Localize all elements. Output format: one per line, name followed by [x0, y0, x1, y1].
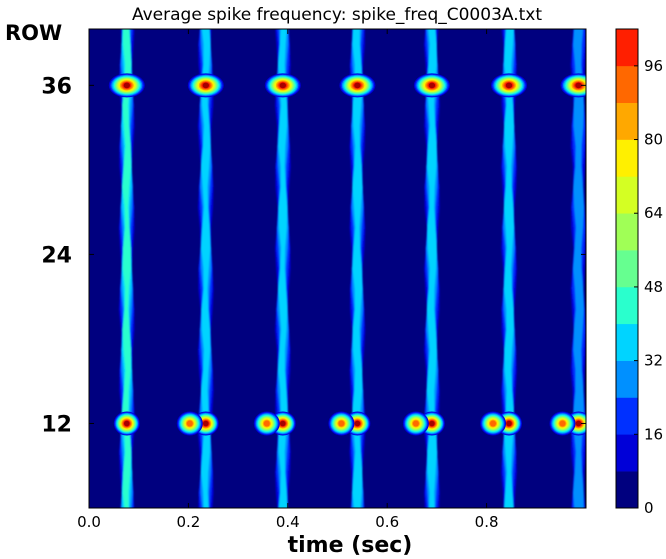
x-tick-label: 0.6: [375, 513, 399, 531]
hotspot-band: [186, 420, 193, 427]
chart-title: Average spike frequency: spike_freq_C000…: [132, 5, 542, 25]
hotspot-row36-1: [108, 73, 145, 98]
hotspot-band: [202, 82, 209, 89]
hotspot-row36-6: [491, 73, 527, 98]
colorbar-tick-label: 64: [644, 204, 663, 222]
colorbar-level: [616, 250, 638, 288]
y-axis-label: ROW: [5, 21, 62, 45]
hotspot-band: [279, 82, 286, 89]
hotspot-band: [490, 420, 496, 427]
colorbar-level: [616, 65, 638, 103]
hotspot-band: [575, 420, 582, 427]
hotspot-band: [123, 82, 130, 89]
colorbar-tick-label: 0: [644, 499, 654, 517]
y-tick-label: 24: [41, 243, 72, 268]
hotspot-band: [428, 82, 436, 89]
heatmap-marks: [108, 29, 586, 508]
hotspot-band: [505, 82, 513, 89]
burst-trace-6: [501, 29, 517, 508]
hotspot-row12-1: [113, 411, 140, 436]
colorbar-level: [616, 176, 638, 214]
hotspot-row12-pre-5: [402, 411, 429, 436]
hotspot-row12-pre-6: [480, 411, 506, 436]
hotspot-row36-5: [413, 73, 450, 98]
trace-band: [427, 29, 437, 508]
plot-area: 0.0 0.2 0.4 0.6 0.8 12 24 36: [41, 28, 587, 531]
colorbar-level: [616, 323, 638, 361]
trace-band: [504, 29, 514, 508]
burst-trace-5: [424, 29, 440, 508]
colorbar-level: [616, 29, 638, 67]
y-tick-label: 12: [41, 412, 72, 437]
colorbar-level: [616, 434, 638, 472]
hotspot-row12-pre-3: [253, 411, 280, 436]
x-axis-label: time (sec): [288, 533, 413, 558]
y-tick-label: 36: [41, 74, 72, 99]
hotspot-band: [354, 82, 361, 89]
y-axis: 12 24 36: [41, 74, 586, 437]
hotspot-band: [412, 420, 419, 427]
hotspot-band: [124, 420, 130, 427]
colorbar: 0 16 32 48 64 80 96: [615, 28, 663, 517]
burst-trace-1: [118, 29, 135, 508]
colorbar-frame: [615, 28, 639, 509]
plot-frame: [88, 28, 587, 509]
colorbar-level: [616, 471, 638, 509]
hotspot-row36-2: [187, 73, 224, 98]
x-tick-label: 0.8: [475, 513, 499, 531]
hotspot-band: [559, 420, 566, 427]
hotspot-band: [575, 82, 582, 89]
colorbar-level: [616, 397, 638, 435]
hotspot-band: [506, 420, 512, 427]
x-tick-label: 0.0: [77, 513, 101, 531]
x-axis: 0.0 0.2 0.4 0.6 0.8: [77, 29, 499, 531]
hotspot-row36-7: [560, 73, 586, 98]
burst-trace-2: [197, 29, 214, 508]
hotspot-row12-pre-4: [328, 411, 355, 436]
burst-trace-3: [275, 29, 291, 508]
colorbar-tick-label: 48: [644, 278, 663, 296]
colorbar-tick-label: 16: [644, 425, 663, 443]
hotspot-row36-3: [264, 73, 301, 98]
burst-trace-7: [570, 29, 586, 508]
hotspot-row12-pre-7: [549, 411, 576, 436]
colorbar-level: [616, 360, 638, 398]
hotspot-band: [203, 420, 209, 427]
colorbar-level: [616, 286, 638, 325]
trace-band: [122, 29, 132, 508]
hotspot-band: [263, 420, 270, 427]
trace-band: [352, 29, 363, 508]
hotspot-band: [354, 420, 361, 427]
trace-band: [573, 29, 584, 508]
colorbar-level: [616, 213, 638, 251]
hotspot-band: [280, 420, 286, 427]
colorbar-tick-label: 32: [644, 352, 663, 370]
hotspot-row12-pre-2: [176, 411, 203, 436]
burst-trace-4: [349, 29, 366, 508]
hotspot-row36-4: [339, 73, 376, 98]
hotspot-band: [338, 420, 345, 427]
trace-band: [278, 29, 288, 508]
hotspot-band: [429, 420, 435, 427]
colorbar-level: [616, 139, 638, 177]
colorbar-level: [616, 102, 638, 140]
trace-band: [201, 29, 211, 508]
colorbar-tick-label: 96: [644, 57, 663, 75]
colorbar-tick-label: 80: [644, 131, 663, 149]
x-tick-label: 0.4: [276, 513, 300, 531]
x-tick-label: 0.2: [176, 513, 200, 531]
